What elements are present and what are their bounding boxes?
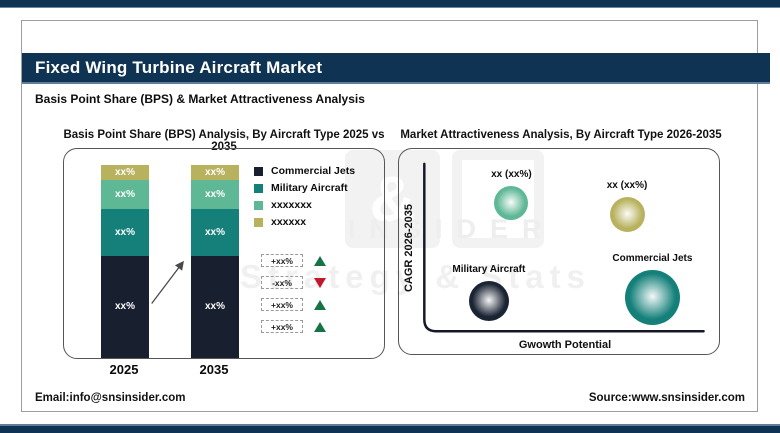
- bubble-xx-xx-: [494, 185, 529, 220]
- bar-segment: xx%: [101, 165, 149, 181]
- y-axis-label: CAGR 2026-2035: [403, 203, 415, 293]
- x-tick-2035: 2035: [199, 362, 229, 377]
- top-accent-bar: [0, 0, 780, 8]
- footer-email: Email:info@snsinsider.com: [35, 392, 186, 404]
- attractiveness-chart-title: Market Attractiveness Analysis, By Aircr…: [400, 129, 722, 141]
- footer-source: Source:www.snsinsider.com: [588, 392, 745, 404]
- bar-segment-value: xx%: [114, 227, 135, 239]
- stacked-bar-2035: xx% xx% xx% xx%: [191, 165, 239, 358]
- bar-segment: xx%: [101, 209, 149, 256]
- bar-segment: xx%: [101, 255, 149, 358]
- legend-item: xxxxxxx: [254, 199, 355, 211]
- bps-panel: xx% xx% xx% xx% xx% xx% xx% xx% Commercial Jets…: [63, 148, 385, 359]
- trend-arrow: [151, 260, 184, 304]
- legend-label: xxxxxxx: [271, 199, 312, 211]
- bps-change-indicators: +xx% -xx% +xx% +xx%: [261, 254, 326, 333]
- bps-chart-title: Basis Point Share (BPS) Analysis, By Air…: [63, 129, 385, 153]
- change-row: -xx%: [261, 276, 326, 289]
- legend-swatch: [254, 217, 263, 227]
- bar-segment-value: xx%: [114, 167, 135, 179]
- bps-legend: Commercial Jets Military Aircraft xxxxxxx x…: [254, 165, 356, 228]
- bar-segment-value: xx%: [114, 301, 135, 313]
- page-subtitle: Basis Point Share (BPS) & Market Attract…: [35, 92, 365, 106]
- bar-segment: xx%: [191, 180, 239, 210]
- bar-segment: xx%: [101, 180, 149, 210]
- up-triangle-icon: [314, 299, 326, 310]
- bar-segment-value: xx%: [114, 189, 135, 201]
- bar-segment-value: xx%: [204, 167, 225, 179]
- legend-swatch: [254, 183, 263, 193]
- axes: [423, 162, 705, 333]
- bps-bars: xx% xx% xx% xx% xx% xx% xx% xx%: [64, 149, 384, 358]
- up-triangle-icon: [314, 255, 326, 266]
- up-triangle-icon: [314, 321, 326, 332]
- bubble-label: Commercial Jets: [612, 253, 693, 264]
- x-tick-2025: 2025: [109, 362, 139, 377]
- bar-segment-value: xx%: [204, 227, 225, 239]
- legend-swatch: [254, 200, 263, 210]
- down-triangle-icon: [314, 277, 326, 288]
- attractiveness-panel: CAGR 2026-2035 Gwowth Potential xx (xx%)…: [398, 148, 720, 355]
- bubble-military-aircraft: [468, 280, 509, 321]
- legend-label: Commercial Jets: [271, 165, 356, 177]
- x-axis-label: Gwowth Potential: [518, 339, 612, 351]
- bar-segment-value: xx%: [204, 301, 225, 313]
- bottom-accent-bar: [0, 424, 780, 433]
- change-row: +xx%: [261, 320, 326, 333]
- change-value-box: +xx%: [261, 254, 303, 267]
- bubble-label: xx (xx%): [491, 168, 532, 180]
- stacked-bar-2025: xx% xx% xx% xx%: [101, 165, 149, 358]
- legend-item: Commercial Jets: [254, 165, 356, 177]
- bubble-commercial-jets: [624, 270, 680, 325]
- change-value-box: +xx%: [261, 298, 303, 311]
- change-value-box: -xx%: [261, 276, 303, 289]
- bubble-label: xx (xx%): [606, 180, 648, 192]
- bar-segment: xx%: [191, 255, 239, 358]
- change-row: +xx%: [261, 254, 326, 267]
- change-row: +xx%: [261, 298, 326, 311]
- legend-item: Military Aircraft: [254, 182, 355, 194]
- bubble-label: Military Aircraft: [452, 263, 526, 275]
- bar-segment-value: xx%: [204, 189, 225, 201]
- bubble-xx-xx-: [609, 197, 645, 233]
- change-value-box: +xx%: [261, 320, 303, 333]
- title-bar: Fixed Wing Turbine Aircraft Market: [22, 53, 770, 84]
- bar-segment: xx%: [191, 209, 239, 256]
- legend-swatch: [254, 166, 263, 176]
- legend-label: xxxxxx: [271, 216, 307, 228]
- bar-segment: xx%: [191, 165, 239, 181]
- legend-label: Military Aircraft: [271, 182, 348, 194]
- legend-item: xxxxxx: [254, 216, 355, 228]
- page-title: Fixed Wing Turbine Aircraft Market: [35, 57, 323, 77]
